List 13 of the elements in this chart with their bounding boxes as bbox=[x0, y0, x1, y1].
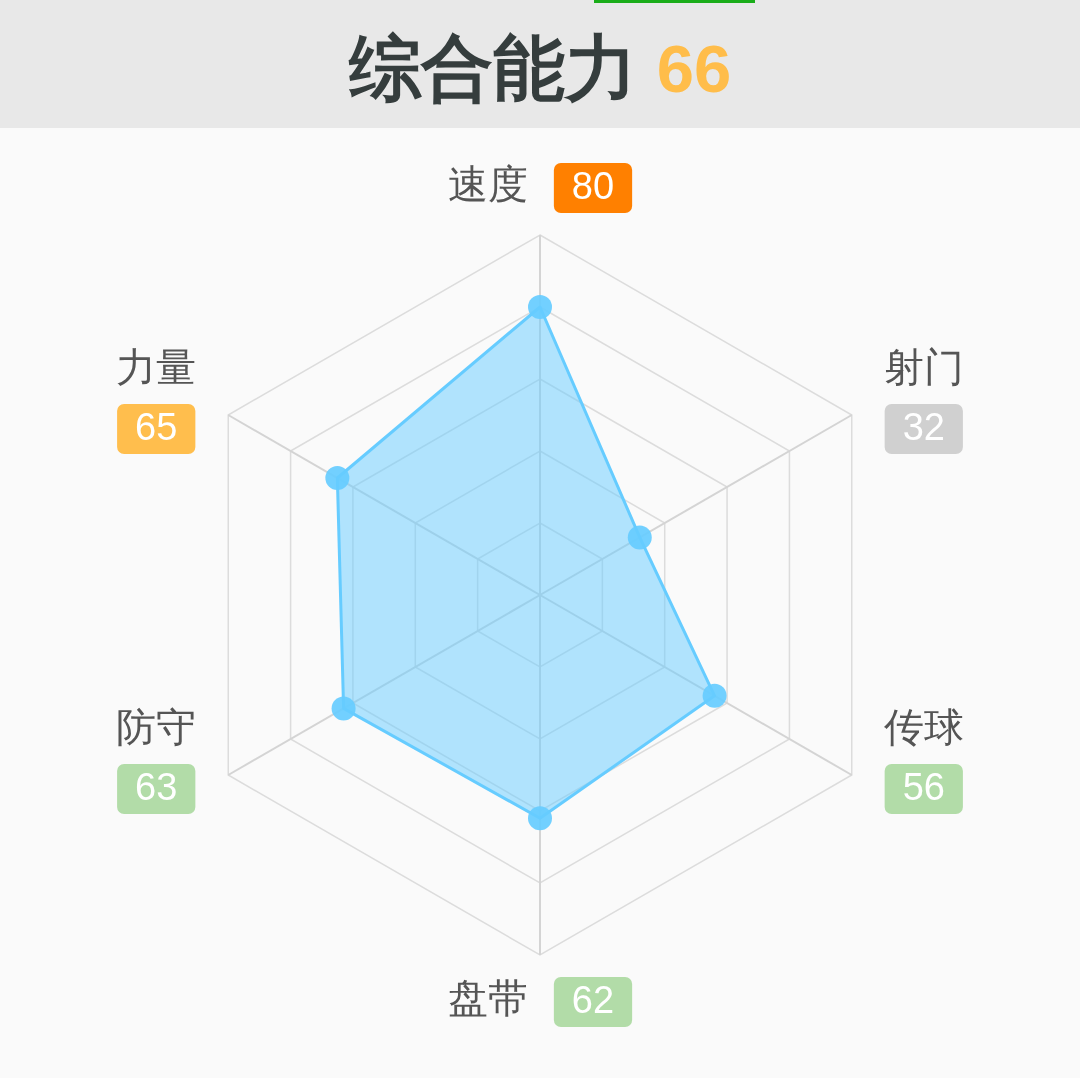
text: 65 bbox=[135, 406, 178, 449]
text: 62 bbox=[571, 979, 615, 1022]
chart-subtitle: 66 bbox=[656, 30, 732, 106]
text: 63 bbox=[135, 766, 178, 809]
spoke-label: 防守 bbox=[116, 704, 197, 751]
spoke-label: 传球 bbox=[883, 704, 964, 751]
spoke-label: 射门 bbox=[883, 344, 964, 391]
spoke-label: 盘带 bbox=[447, 975, 528, 1022]
spoke-label: 速度 bbox=[447, 161, 528, 208]
spoke-label: 力量 bbox=[116, 344, 197, 391]
text: 80 bbox=[571, 165, 615, 208]
chart-title: 综合能力 bbox=[348, 26, 637, 110]
text: 56 bbox=[902, 766, 945, 809]
